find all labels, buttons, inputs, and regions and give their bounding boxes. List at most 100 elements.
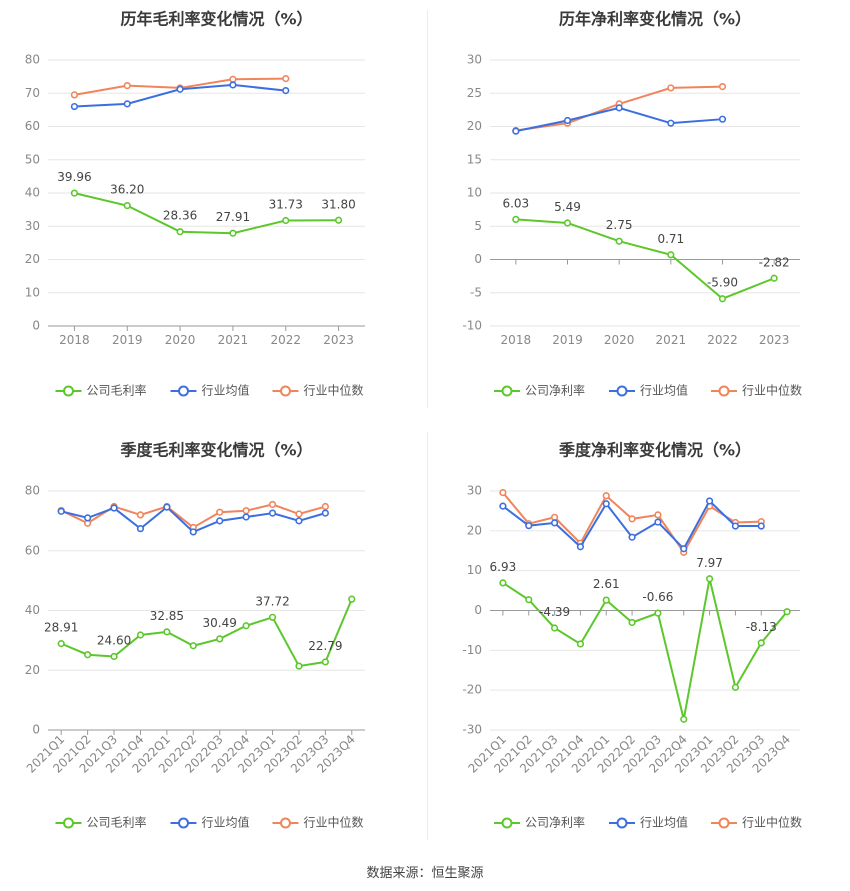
data-point	[229, 229, 237, 237]
data-point	[654, 609, 662, 617]
data-point	[680, 715, 688, 723]
annual-gross-margin-chart: 历年毛利率变化情况（%） 0 10 20 30 40 50 60 70 80 2018 2019 202…	[25, 10, 365, 398]
legend-item: 行业均值	[170, 383, 250, 398]
legend-marker	[63, 385, 74, 397]
data-point	[576, 543, 585, 551]
data-point	[602, 500, 610, 508]
data-point	[654, 518, 662, 526]
x-tick-label: 2019	[112, 333, 143, 347]
y-tick-label: 20	[467, 119, 482, 133]
data-label: -8.13	[746, 620, 777, 634]
y-tick-label: 80	[25, 484, 40, 498]
x-tick-label: 2019	[552, 333, 583, 347]
legend-item: 公司毛利率	[55, 383, 147, 398]
data-point	[718, 295, 727, 303]
quarterly-net-margin-chart: 季度净利率变化情况（%）-30-20-1001020302021Q12021Q2…	[462, 441, 802, 830]
data-point	[229, 81, 237, 89]
legend-label: 行业均值	[202, 815, 250, 830]
data-point	[242, 507, 250, 515]
legend-item: 行业中位数	[711, 383, 802, 398]
data-point	[136, 511, 145, 519]
y-tick-label: -20	[462, 683, 482, 697]
y-tick-label: 0	[474, 252, 482, 266]
x-tick-label: 2018	[501, 333, 532, 347]
legend-marker	[718, 385, 730, 397]
data-label: -4.39	[539, 605, 570, 619]
data-point	[123, 202, 131, 210]
data-point	[57, 507, 65, 515]
data-point	[70, 102, 79, 111]
data-label: 6.03	[502, 196, 529, 210]
data-point	[321, 509, 329, 517]
y-tick-label: 80	[25, 53, 40, 67]
chart-title: 季度毛利率变化情况（%）	[119, 441, 312, 460]
data-point	[757, 639, 765, 647]
data-point	[176, 85, 184, 93]
data-point	[525, 522, 533, 530]
x-tick-label: 2021	[218, 333, 249, 347]
data-point	[563, 219, 572, 227]
x-tick-label: 2020	[604, 333, 635, 347]
y-tick-label: 10	[467, 186, 482, 200]
y-tick-label: 0	[32, 723, 40, 737]
data-point	[718, 82, 727, 91]
data-point	[757, 522, 765, 530]
data-point	[282, 216, 290, 225]
data-point	[57, 640, 65, 648]
data-point	[70, 91, 79, 99]
data-label: 31.73	[269, 197, 303, 211]
data-point	[602, 492, 610, 500]
x-tick-label: 2023	[759, 333, 790, 347]
data-point	[550, 513, 559, 521]
x-tick-label: 2022	[707, 333, 738, 347]
y-tick-label: -30	[462, 723, 482, 737]
series-line	[502, 578, 788, 720]
data-point	[163, 628, 171, 636]
legend-marker	[280, 385, 291, 397]
data-point	[110, 652, 118, 661]
data-point	[783, 608, 791, 616]
legend-item: 行业中位数	[272, 815, 364, 830]
series-line	[60, 598, 353, 668]
data-point	[348, 595, 356, 603]
y-tick-label: 70	[25, 86, 40, 100]
data-point	[615, 237, 623, 245]
data-point	[242, 622, 250, 630]
y-tick-label: 50	[25, 152, 40, 166]
y-tick-label: -10	[462, 319, 482, 333]
data-label: 36.20	[110, 183, 144, 197]
y-tick-label: 20	[25, 252, 40, 266]
data-label: 37.72	[255, 594, 289, 608]
y-tick-label: 40	[25, 603, 40, 617]
data-point	[680, 545, 688, 553]
data-point	[110, 504, 118, 512]
data-label: 0.71	[657, 232, 684, 246]
y-tick-label: -10	[462, 643, 482, 657]
data-label: 24.60	[97, 634, 131, 648]
data-point	[667, 119, 675, 127]
data-label: 28.36	[163, 209, 197, 223]
legend-label: 行业中位数	[304, 815, 364, 830]
data-point	[216, 517, 224, 525]
legend-item: 行业均值	[170, 815, 250, 830]
data-point	[628, 533, 636, 541]
data-label: 5.49	[554, 200, 581, 214]
data-label: 30.49	[203, 616, 237, 630]
legend-marker	[718, 817, 730, 829]
data-point	[654, 511, 662, 519]
data-label: 2.61	[593, 577, 620, 591]
data-point	[295, 517, 303, 525]
x-tick-label: 2022	[270, 333, 301, 347]
legend-label: 公司净利率	[525, 383, 585, 398]
y-tick-label: 0	[32, 319, 40, 333]
data-point	[216, 508, 224, 516]
y-tick-label: 15	[467, 152, 482, 166]
legend-item: 行业均值	[609, 815, 688, 830]
data-point	[615, 104, 623, 112]
data-point	[512, 127, 520, 135]
data-point	[602, 596, 610, 604]
y-tick-label: 25	[467, 86, 482, 100]
vertical-divider-bottom	[427, 432, 428, 840]
data-source-note: 数据来源：恒生聚源	[366, 866, 484, 881]
data-point	[123, 82, 131, 90]
